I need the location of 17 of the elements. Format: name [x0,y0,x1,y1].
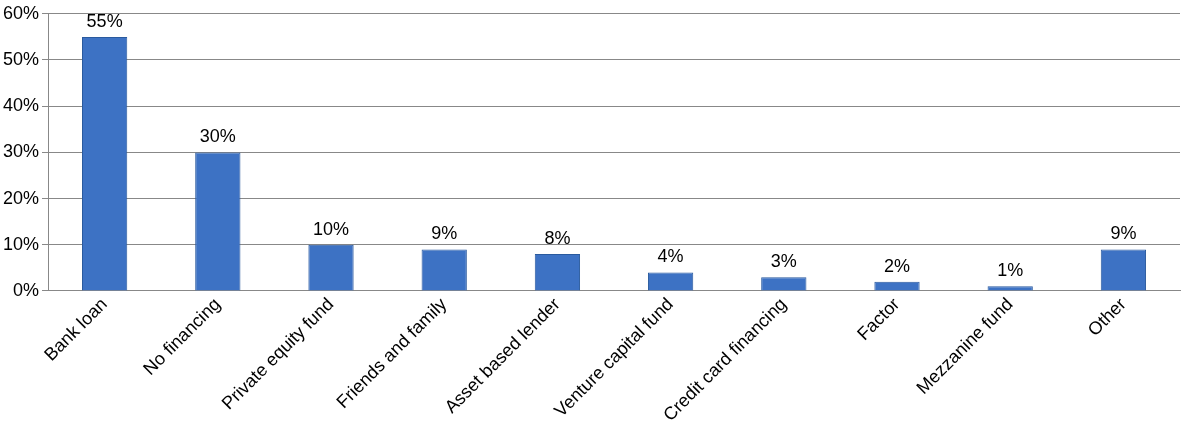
y-tick-label: 40% [3,95,40,116]
data-label: 10% [313,218,350,239]
y-tick-label: 60% [3,2,40,23]
data-label: 2% [884,255,911,276]
data-label: 9% [431,223,458,244]
data-label: 3% [770,251,797,272]
y-tick-label: 10% [3,233,40,254]
data-label: 30% [199,126,236,147]
y-tick-label: 50% [3,48,40,69]
data-label: 8% [544,228,571,248]
data-label: 4% [657,246,684,267]
y-tick-label: 0% [13,279,40,300]
data-label: 1% [997,260,1024,281]
data-label: 55% [86,10,123,31]
data-label: 9% [1110,223,1137,244]
y-tick-label: 30% [3,141,40,162]
y-tick-label: 20% [3,187,40,208]
